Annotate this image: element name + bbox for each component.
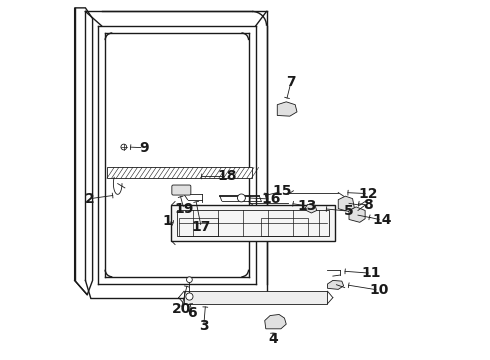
Text: 7: 7 <box>286 76 295 89</box>
Circle shape <box>187 277 192 283</box>
Text: 10: 10 <box>369 283 389 297</box>
Text: 6: 6 <box>188 306 197 320</box>
Circle shape <box>186 293 193 300</box>
Polygon shape <box>277 102 297 116</box>
Text: 19: 19 <box>174 202 194 216</box>
Text: 4: 4 <box>268 332 278 346</box>
Polygon shape <box>349 207 365 222</box>
Text: 18: 18 <box>218 170 237 183</box>
Text: 1: 1 <box>162 214 172 228</box>
Text: 17: 17 <box>192 220 211 234</box>
Polygon shape <box>74 8 93 295</box>
Circle shape <box>238 194 245 202</box>
Polygon shape <box>265 315 286 329</box>
Text: 20: 20 <box>172 302 191 316</box>
Polygon shape <box>184 291 327 304</box>
Text: 5: 5 <box>344 204 354 218</box>
Text: 14: 14 <box>372 213 392 227</box>
Text: 2: 2 <box>85 192 95 206</box>
Text: 9: 9 <box>139 141 148 155</box>
Text: 16: 16 <box>261 192 280 206</box>
Bar <box>107 167 252 178</box>
Polygon shape <box>304 204 317 213</box>
Circle shape <box>121 144 126 150</box>
Polygon shape <box>172 205 335 241</box>
FancyBboxPatch shape <box>172 185 191 195</box>
Text: 8: 8 <box>363 198 373 212</box>
Text: 11: 11 <box>362 266 381 280</box>
Text: 3: 3 <box>199 319 209 333</box>
Polygon shape <box>327 280 343 289</box>
Polygon shape <box>338 196 354 212</box>
Text: 15: 15 <box>272 184 292 198</box>
Text: 12: 12 <box>358 186 378 201</box>
Text: 13: 13 <box>297 199 317 213</box>
